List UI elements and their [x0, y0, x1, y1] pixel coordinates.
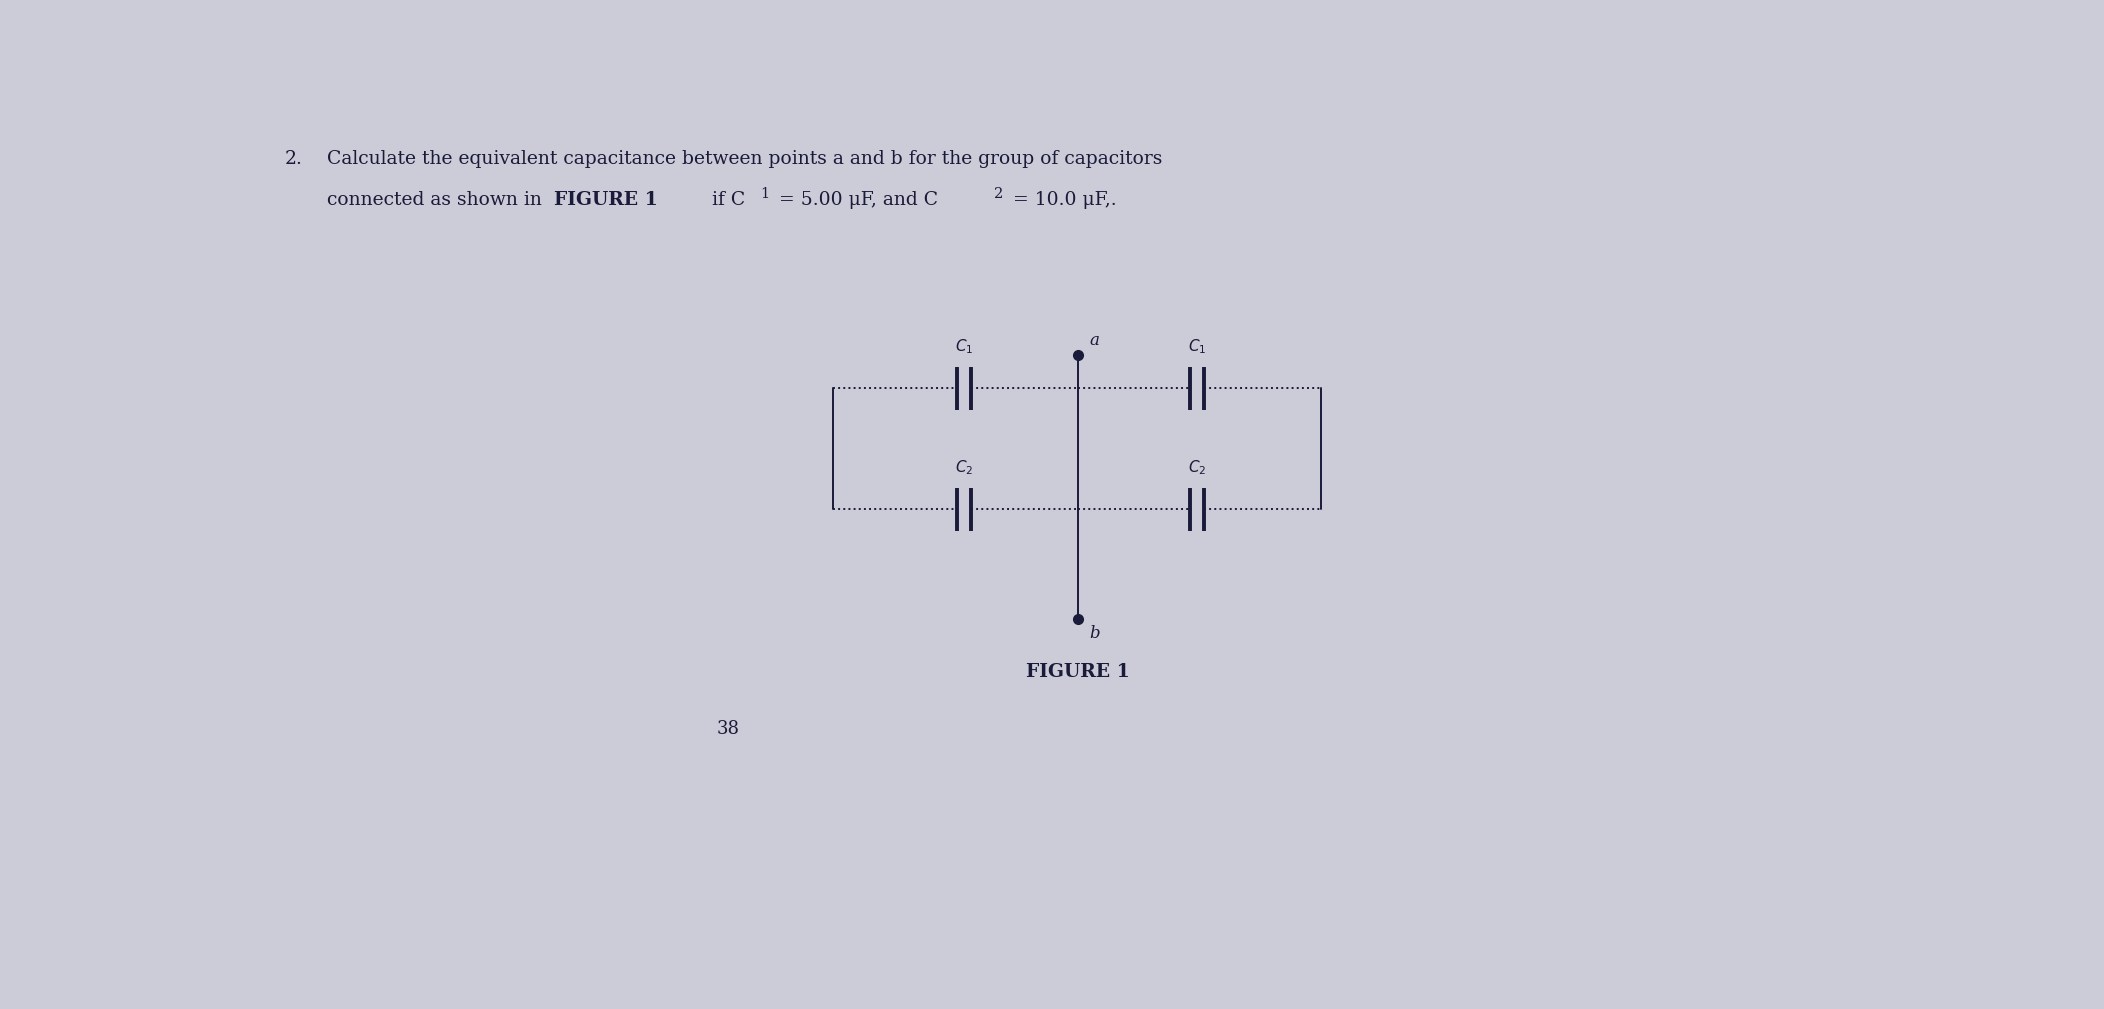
Text: 2.: 2. — [284, 149, 303, 167]
Text: b: b — [1090, 626, 1100, 643]
Text: connected as shown in: connected as shown in — [326, 191, 547, 209]
Text: Calculate the equivalent capacitance between points a and b for the group of cap: Calculate the equivalent capacitance bet… — [326, 149, 1161, 167]
Text: = 10.0 μF,.: = 10.0 μF,. — [1008, 191, 1117, 209]
Text: a: a — [1090, 332, 1098, 349]
Text: $C_{2}$: $C_{2}$ — [955, 458, 974, 477]
Text: 1: 1 — [760, 187, 770, 201]
Text: FIGURE 1: FIGURE 1 — [1027, 663, 1130, 681]
Text: FIGURE 1: FIGURE 1 — [553, 191, 656, 209]
Text: $C_{1}$: $C_{1}$ — [1187, 337, 1206, 356]
Text: 2: 2 — [993, 187, 1004, 201]
Text: if C: if C — [707, 191, 745, 209]
Text: $C_{2}$: $C_{2}$ — [1189, 458, 1206, 477]
Text: $C_{1}$: $C_{1}$ — [955, 337, 974, 356]
Text: = 5.00 μF, and C: = 5.00 μF, and C — [772, 191, 938, 209]
Text: 38: 38 — [717, 719, 739, 738]
